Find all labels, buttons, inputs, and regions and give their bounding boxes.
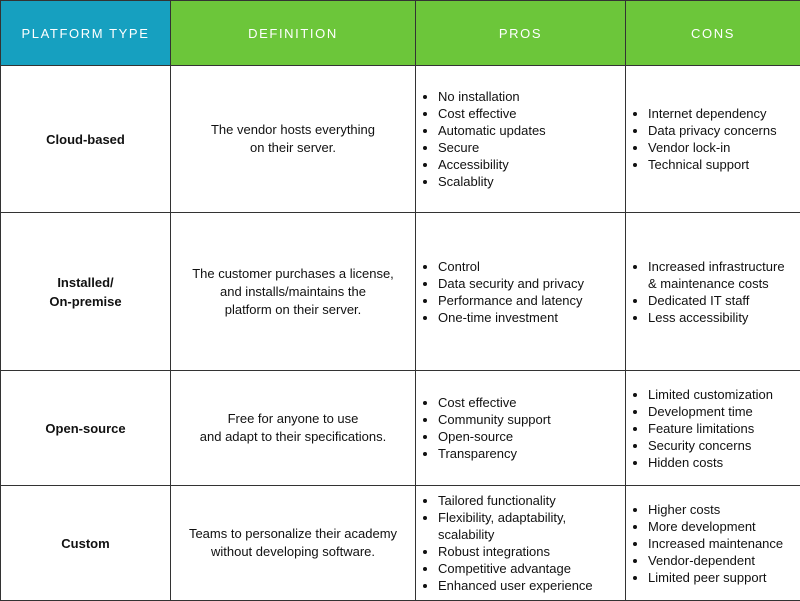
bullet-list: No installationCost effectiveAutomatic u… — [416, 88, 625, 190]
cons: Increased infrastructure & maintenance c… — [626, 213, 800, 371]
definition: The customer purchases a license, and ins… — [171, 213, 416, 371]
bullet-item: Data privacy concerns — [648, 122, 794, 139]
bullet-item: Limited peer support — [648, 569, 794, 586]
bullet-item: Open-source — [438, 428, 619, 445]
table-row: Custom Teams to personalize their academy… — [1, 486, 800, 601]
cons: Limited customizationDevelopment timeFea… — [626, 371, 800, 486]
text-line: and installs/maintains the — [220, 284, 366, 299]
pros: No installationCost effectiveAutomatic u… — [416, 66, 626, 213]
platform-type: Installed/On-premise — [1, 213, 171, 371]
bullet-list: Cost effectiveCommunity supportOpen-sour… — [416, 394, 625, 462]
cons: Higher costsMore developmentIncreased ma… — [626, 486, 800, 601]
text-line: Installed/ — [57, 275, 113, 290]
text-line: Cloud-based — [46, 132, 125, 147]
text-line: The customer purchases a license, — [192, 266, 394, 281]
text-line: Open-source — [45, 421, 125, 436]
bullet-item: Control — [438, 258, 619, 275]
bullet-item: Higher costs — [648, 501, 794, 518]
table-body: Cloud-based The vendor hosts everything on… — [1, 66, 800, 601]
bullet-item: Security concerns — [648, 437, 794, 454]
text-line: and adapt to their specifications. — [200, 429, 386, 444]
platform-type: Custom — [1, 486, 171, 601]
bullet-item: Less accessibility — [648, 309, 794, 326]
bullet-item: Increased infrastructure & maintenance c… — [648, 258, 794, 292]
bullet-item: Community support — [438, 411, 619, 428]
header-cell: PLATFORM TYPE — [1, 1, 171, 66]
bullet-item: Secure — [438, 139, 619, 156]
bullet-item: Hidden costs — [648, 454, 794, 471]
text-line: The vendor hosts everything — [211, 122, 375, 137]
bullet-item: No installation — [438, 88, 619, 105]
text-line: platform on their server. — [225, 302, 362, 317]
definition: Teams to personalize their academy withou… — [171, 486, 416, 601]
text-line: Free for anyone to use — [228, 411, 359, 426]
bullet-item: Enhanced user experience — [438, 577, 619, 594]
bullet-item: Accessibility — [438, 156, 619, 173]
text-line: on their server. — [250, 140, 336, 155]
bullet-item: Vendor lock-in — [648, 139, 794, 156]
table-row: Cloud-based The vendor hosts everything on… — [1, 66, 800, 213]
bullet-item: Internet dependency — [648, 105, 794, 122]
bullet-item: One-time investment — [438, 309, 619, 326]
bullet-item: Cost effective — [438, 105, 619, 122]
text-line: On-premise — [49, 294, 121, 309]
bullet-item: Robust integrations — [438, 543, 619, 560]
bullet-item: Data security and privacy — [438, 275, 619, 292]
table-row: Open-source Free for anyone to use and ada… — [1, 371, 800, 486]
bullet-item: Competitive advantage — [438, 560, 619, 577]
bullet-item: Vendor-dependent — [648, 552, 794, 569]
bullet-item: Cost effective — [438, 394, 619, 411]
bullet-item: More development — [648, 518, 794, 535]
definition: The vendor hosts everything on their serv… — [171, 66, 416, 213]
bullet-list: Internet dependencyData privacy concerns… — [626, 105, 800, 173]
platform-type: Open-source — [1, 371, 171, 486]
bullet-item: Limited customization — [648, 386, 794, 403]
definition: Free for anyone to use and adapt to their… — [171, 371, 416, 486]
bullet-item: Performance and latency — [438, 292, 619, 309]
cons: Internet dependencyData privacy concerns… — [626, 66, 800, 213]
pros: Tailored functionalityFlexibility, adapt… — [416, 486, 626, 601]
text-line: Teams to personalize their academy — [189, 526, 397, 541]
bullet-item: Dedicated IT staff — [648, 292, 794, 309]
bullet-list: ControlData security and privacyPerforma… — [416, 258, 625, 326]
bullet-item: Tailored functionality — [438, 492, 619, 509]
bullet-item: Scalablity — [438, 173, 619, 190]
bullet-list: Higher costsMore developmentIncreased ma… — [626, 501, 800, 586]
bullet-item: Increased maintenance — [648, 535, 794, 552]
bullet-item: Transparency — [438, 445, 619, 462]
bullet-list: Tailored functionalityFlexibility, adapt… — [416, 492, 625, 594]
bullet-item: Flexibility, adaptability, scalability — [438, 509, 619, 543]
header-cell: CONS — [626, 1, 800, 66]
bullet-list: Limited customizationDevelopment timeFea… — [626, 386, 800, 471]
text-line: without developing software. — [211, 544, 375, 559]
bullet-item: Feature limitations — [648, 420, 794, 437]
bullet-item: Automatic updates — [438, 122, 619, 139]
platform-type: Cloud-based — [1, 66, 171, 213]
bullet-item: Development time — [648, 403, 794, 420]
header-cell: PROS — [416, 1, 626, 66]
bullet-item: Technical support — [648, 156, 794, 173]
pros: Cost effectiveCommunity supportOpen-sour… — [416, 371, 626, 486]
bullet-list: Increased infrastructure & maintenance c… — [626, 258, 800, 326]
header-cell: DEFINITION — [171, 1, 416, 66]
pros: ControlData security and privacyPerforma… — [416, 213, 626, 371]
text-line: Custom — [61, 536, 109, 551]
